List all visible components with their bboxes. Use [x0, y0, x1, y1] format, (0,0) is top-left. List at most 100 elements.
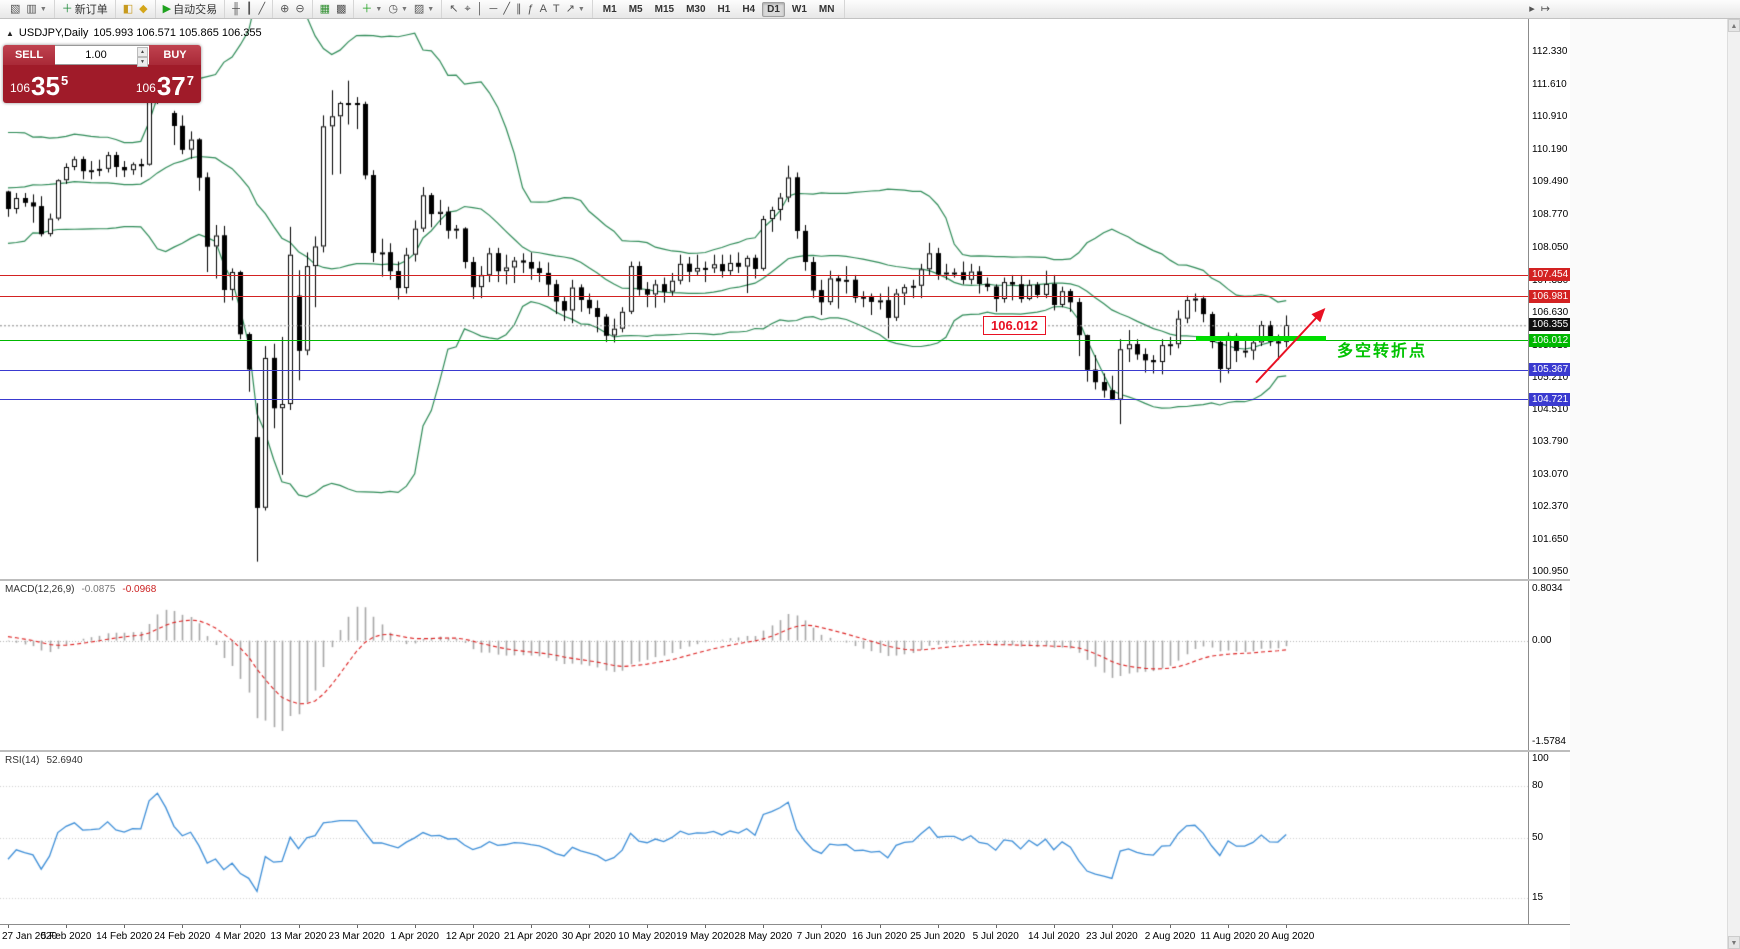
price-axis-label: 105.210 [1532, 371, 1569, 383]
date-tick [705, 925, 706, 928]
cursor-icon: ↖ [449, 3, 459, 15]
buy-price[interactable]: 106 37 7 [102, 65, 201, 103]
chart-shift-button[interactable]: ↦ [1538, 2, 1553, 16]
zoom-out-button[interactable]: ⊖ [292, 2, 307, 16]
timeframe-m1[interactable]: M1 [598, 2, 622, 17]
lot-increase-button[interactable]: ▲ [137, 47, 148, 57]
profiles-button[interactable]: ▥ ▼ [23, 2, 49, 16]
price-chart-canvas[interactable] [0, 19, 1528, 579]
date-axis-label: 5 Feb 2020 [40, 931, 92, 942]
date-axis-label: 20 Aug 2020 [1258, 931, 1315, 942]
periods-button[interactable]: ◷ ▼ [385, 2, 411, 16]
scroll-down-icon[interactable]: ▼ [1728, 936, 1740, 949]
timeframe-mn[interactable]: MN [814, 2, 840, 17]
text-tool[interactable]: A [537, 2, 550, 16]
date-tick [589, 925, 590, 928]
horizontal-line-tool[interactable]: ─ [487, 2, 501, 16]
timeframe-d1[interactable]: D1 [762, 1, 785, 17]
channel-tool[interactable]: ∥ [513, 2, 525, 16]
timeframe-m30[interactable]: M30 [681, 2, 710, 17]
rsi-axis-label: 80 [1532, 780, 1544, 792]
rsi-scale[interactable]: 100 80 50 15 [1528, 752, 1570, 924]
turning-point-text[interactable]: 多空转折点 [1337, 343, 1428, 361]
lot-decrease-button[interactable]: ▼ [137, 57, 148, 67]
vertical-line-icon: │ [476, 3, 484, 15]
buy-price-pips: 37 [156, 71, 186, 101]
price-note[interactable]: 106.012 [983, 316, 1046, 336]
zoom-in-icon: ⊕ [280, 3, 290, 15]
toolbar-group: ▶ 自动交易 [156, 0, 226, 18]
horizontal-line-107.454[interactable] [0, 274, 1528, 276]
new-chart-button[interactable]: ▧ [7, 2, 23, 16]
macd-label: MACD(12,26,9) -0.0875 -0.0968 [5, 584, 156, 595]
lot-size-field: ▲ ▼ [55, 45, 149, 67]
label-tool[interactable]: T [550, 2, 563, 16]
buy-price-point: 7 [186, 73, 194, 88]
date-axis-label: 7 Jun 2020 [796, 931, 847, 942]
crosshair-tool[interactable]: ⌖ [461, 2, 473, 16]
rsi-pane: 100 80 50 15 RSI(14) 52.6940 [0, 752, 1570, 924]
date-tick [1112, 925, 1113, 928]
main-price-scale[interactable]: 112.330 111.610 110.910 110.190 109.490 108.7… [1528, 19, 1570, 579]
vertical-scrollbar[interactable]: ▲ ▼ [1727, 19, 1740, 949]
date-axis-label: 28 May 2020 [734, 931, 793, 942]
templates-button[interactable]: ▨ ▼ [411, 2, 437, 16]
trendline-tool[interactable]: ╱ [500, 2, 513, 16]
auto-scroll-button[interactable]: ▸ [1526, 2, 1538, 16]
timeframe-h1-label: H1 [717, 3, 731, 15]
sell-price[interactable]: 106 35 5 [3, 65, 102, 103]
vertical-line-tool[interactable]: │ [474, 2, 487, 16]
price-axis-label: 111.610 [1532, 79, 1567, 91]
date-axis-label: 5 Jul 2020 [972, 931, 1019, 942]
new-order-button[interactable]: ＋新订单 [59, 0, 111, 18]
scroll-up-icon[interactable]: ▲ [1728, 19, 1740, 32]
macd-signal-value: -0.0968 [122, 584, 157, 595]
date-axis-label: 4 Mar 2020 [215, 931, 266, 942]
macd-canvas[interactable] [0, 581, 1528, 750]
horizontal-line-104.721[interactable] [0, 399, 1528, 401]
cursor-tool[interactable]: ↖ [446, 2, 461, 16]
cascade-windows-icon: ▩ [335, 3, 347, 15]
toolbar-group: M1 M5 M15 M30 H1 H4 D1 W1 MN [593, 0, 846, 18]
date-axis-label: 25 Jun 2020 [910, 931, 966, 942]
timeframe-m15-label: M15 [654, 3, 675, 15]
autotrading-button[interactable]: ▶ 自动交易 [160, 0, 220, 18]
date-axis[interactable]: 27 Jan 2020 5 Feb 2020 14 Feb 2020 24 Feb 2… [0, 924, 1570, 949]
timeframe-m15[interactable]: M15 [650, 2, 679, 17]
buy-button[interactable]: BUY [149, 45, 201, 65]
pane-splitter-macd[interactable] [0, 579, 1570, 581]
rsi-canvas[interactable] [0, 752, 1528, 924]
arrows-tool[interactable]: ↗ ▼ [563, 2, 588, 16]
sell-price-figure: 106 [10, 81, 31, 95]
timeframe-w1[interactable]: W1 [787, 2, 812, 17]
sell-button[interactable]: SELL [3, 45, 55, 65]
fibonacci-tool[interactable]: ƒ [524, 2, 536, 16]
lot-size-input[interactable] [55, 46, 149, 64]
one-click-collapse-button[interactable]: ▲ [6, 28, 14, 38]
timeframe-m5[interactable]: M5 [624, 2, 648, 17]
timeframe-h4[interactable]: H4 [737, 2, 760, 17]
support-bar[interactable] [1196, 336, 1326, 342]
zoom-in-button[interactable]: ⊕ [277, 2, 292, 16]
crosshair-icon: ⌖ [464, 3, 471, 15]
metaeditor-button[interactable]: ◆ [136, 2, 150, 16]
fibonacci-icon: ƒ [527, 3, 534, 15]
line-chart-button[interactable]: ╱ [256, 2, 269, 16]
date-tick [299, 925, 300, 928]
horizontal-line-106.981[interactable] [0, 296, 1528, 298]
date-axis-label: 23 Jul 2020 [1086, 931, 1138, 942]
indicators-button[interactable]: ＋ ▼ [358, 2, 385, 16]
dropdown-caret-icon: ▼ [577, 5, 585, 13]
pane-splitter-rsi[interactable] [0, 750, 1570, 752]
candlestick-chart-button[interactable]: ┃ [243, 2, 256, 16]
tile-windows-button[interactable]: ▦ [317, 2, 333, 16]
bar-chart-button[interactable]: ╫ [229, 2, 243, 16]
horizontal-line-106.012[interactable] [0, 340, 1528, 342]
candlestick-chart-icon: ┃ [245, 3, 253, 15]
price-axis-label: 108.050 [1532, 241, 1569, 253]
macd-scale[interactable]: 0.8034 0.00 -1.5784 [1528, 581, 1570, 750]
cascade-windows-button[interactable]: ▩ [333, 2, 349, 16]
market-watch-button[interactable]: ◧ [120, 2, 136, 16]
timeframe-h1[interactable]: H1 [713, 2, 736, 17]
horizontal-line-105.367[interactable] [0, 369, 1528, 371]
